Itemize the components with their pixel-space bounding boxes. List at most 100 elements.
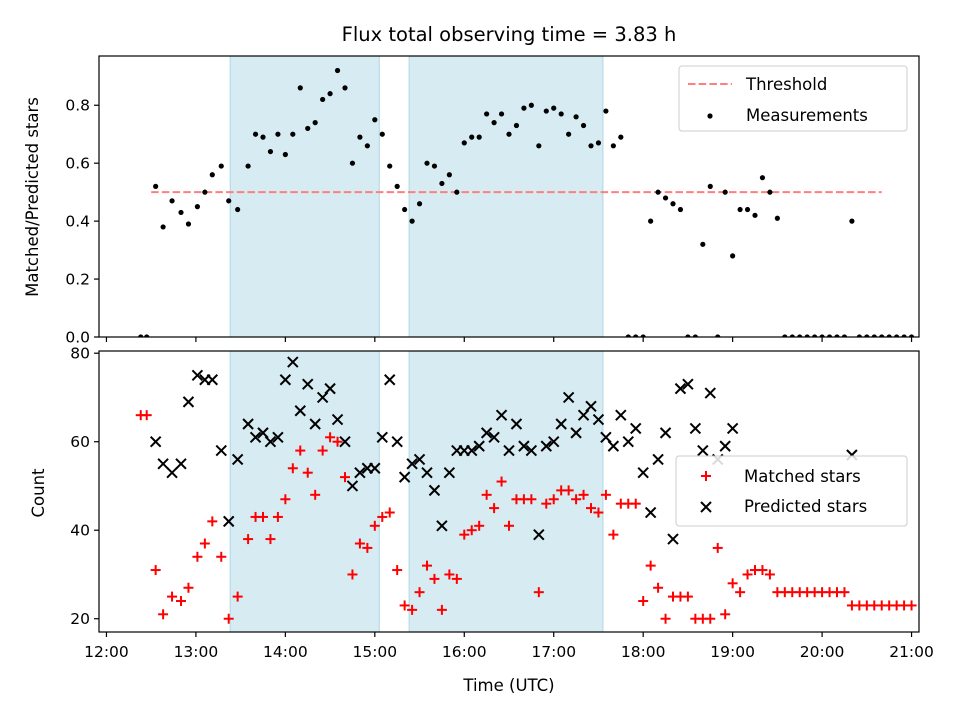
measurement-point-20: [297, 85, 303, 91]
matched-point-5: [176, 596, 186, 607]
predicted-point-36: [428, 484, 441, 497]
predicted-point-57-b: [585, 400, 597, 413]
measurement-point-85: [782, 334, 788, 337]
measurement-point-52: [536, 143, 542, 149]
bottom-y-tick-label-0: 20: [70, 610, 90, 628]
matched-point-15: [258, 511, 268, 522]
predicted-point-29: [376, 431, 388, 443]
matched-point-20: [295, 445, 306, 456]
top-legend-box: [678, 65, 908, 132]
measurement-point-11: [226, 198, 232, 204]
measurement-point-29: [364, 143, 370, 149]
predicted-point-61: [615, 409, 627, 421]
measurement-point-57: [573, 114, 579, 120]
predicted-point-2-b: [166, 466, 178, 479]
predicted-point-51: [540, 440, 552, 452]
measurement-point-22: [312, 120, 318, 126]
predicted-point-20: [309, 418, 321, 430]
predicted-point-52: [548, 436, 560, 448]
legend-matched-swatch: [701, 471, 711, 481]
predicted-point-42-b: [473, 440, 485, 452]
predicted-point-44-b: [488, 431, 500, 443]
measurement-point-91: [826, 334, 833, 337]
matched-point-79: [735, 587, 746, 598]
measurement-point-46: [491, 120, 497, 126]
matched-point-26: [340, 472, 350, 483]
measurement-point-50: [521, 105, 527, 111]
predicted-point-48: [518, 440, 530, 452]
top-y-tick-label-2: 0.4: [65, 213, 90, 231]
predicted-point-55-b: [570, 427, 582, 439]
measurement-point-44: [476, 134, 482, 140]
matched-point-83: [764, 569, 775, 580]
predicted-point-19-b: [302, 378, 314, 390]
measurement-point-98: [879, 334, 885, 337]
shaded-interval-0: [229, 350, 380, 633]
predicted-point-62: [622, 436, 634, 448]
measurement-point-100: [894, 334, 900, 337]
measurement-point-5: [178, 209, 184, 216]
matched-point-48: [504, 520, 514, 531]
matched-point-65: [630, 498, 641, 509]
predicted-point-45-b: [495, 409, 508, 421]
measurement-point-56: [566, 131, 572, 137]
matched-point-75: [705, 613, 716, 624]
predicted-point-55: [570, 427, 582, 439]
matched-point-62: [608, 529, 619, 540]
predicted-point-68-b: [667, 533, 679, 545]
predicted-point-37-b: [436, 520, 448, 532]
measurement-point-69: [662, 195, 669, 201]
measurement-point-96: [864, 334, 870, 337]
matched-point-56: [563, 485, 574, 496]
measurement-point-72: [685, 334, 691, 337]
matched-point-28: [354, 538, 365, 549]
predicted-point-75: [719, 440, 731, 452]
measurement-point-37: [424, 160, 430, 166]
legend-matched-marker: [701, 471, 711, 481]
measurement-point-84: [774, 215, 780, 221]
top-y-axis-label: Matched/Predicted stars: [23, 97, 42, 297]
bottom-y-tick-label-1: 40: [70, 522, 90, 540]
predicted-point-49: [525, 444, 538, 457]
predicted-point-0: [149, 436, 162, 448]
predicted-point-34: [413, 453, 426, 466]
predicted-point-67-b: [659, 427, 672, 439]
top-measurement-points: [138, 67, 915, 337]
predicted-point-53: [555, 418, 567, 430]
predicted-point-7-b: [206, 374, 219, 386]
matched-point-51: [526, 494, 537, 505]
measurement-point-25: [334, 67, 341, 74]
predicted-point-25-b: [346, 480, 359, 492]
predicted-point-18: [294, 405, 306, 417]
measurement-point-24: [327, 91, 333, 97]
predicted-point-64: [637, 466, 649, 479]
predicted-point-8-b: [215, 444, 227, 457]
matched-point-16: [265, 534, 276, 545]
predicted-stars-points: [149, 356, 858, 545]
measurement-point-54: [551, 105, 557, 111]
matched-point-77: [720, 609, 731, 620]
predicted-point-51-b: [540, 440, 552, 452]
measurement-point-32: [387, 163, 393, 169]
predicted-point-50: [533, 528, 545, 541]
x-axis-label: Time (UTC): [462, 676, 554, 695]
legend-measurements-swatch: [707, 113, 713, 119]
predicted-point-34-b: [413, 453, 426, 466]
matched-point-38: [429, 573, 440, 584]
predicted-point-15: [272, 431, 284, 443]
predicted-point-25: [346, 480, 359, 492]
measurement-point-34: [402, 206, 408, 213]
matched-point-29: [362, 542, 373, 553]
matched-point-102: [906, 600, 917, 611]
measurement-point-74: [700, 241, 706, 247]
matched-point-4: [167, 591, 178, 602]
predicted-point-24-b: [339, 436, 351, 448]
matched-point-3: [158, 609, 169, 620]
measurement-point-9: [209, 172, 215, 178]
x-tick-label-7: 19:00: [710, 643, 755, 661]
predicted-point-20-b: [309, 418, 321, 430]
predicted-point-53-b: [555, 418, 567, 430]
matched-point-21: [302, 467, 313, 478]
matched-point-27: [347, 569, 358, 580]
shaded-interval-1: [408, 55, 604, 338]
